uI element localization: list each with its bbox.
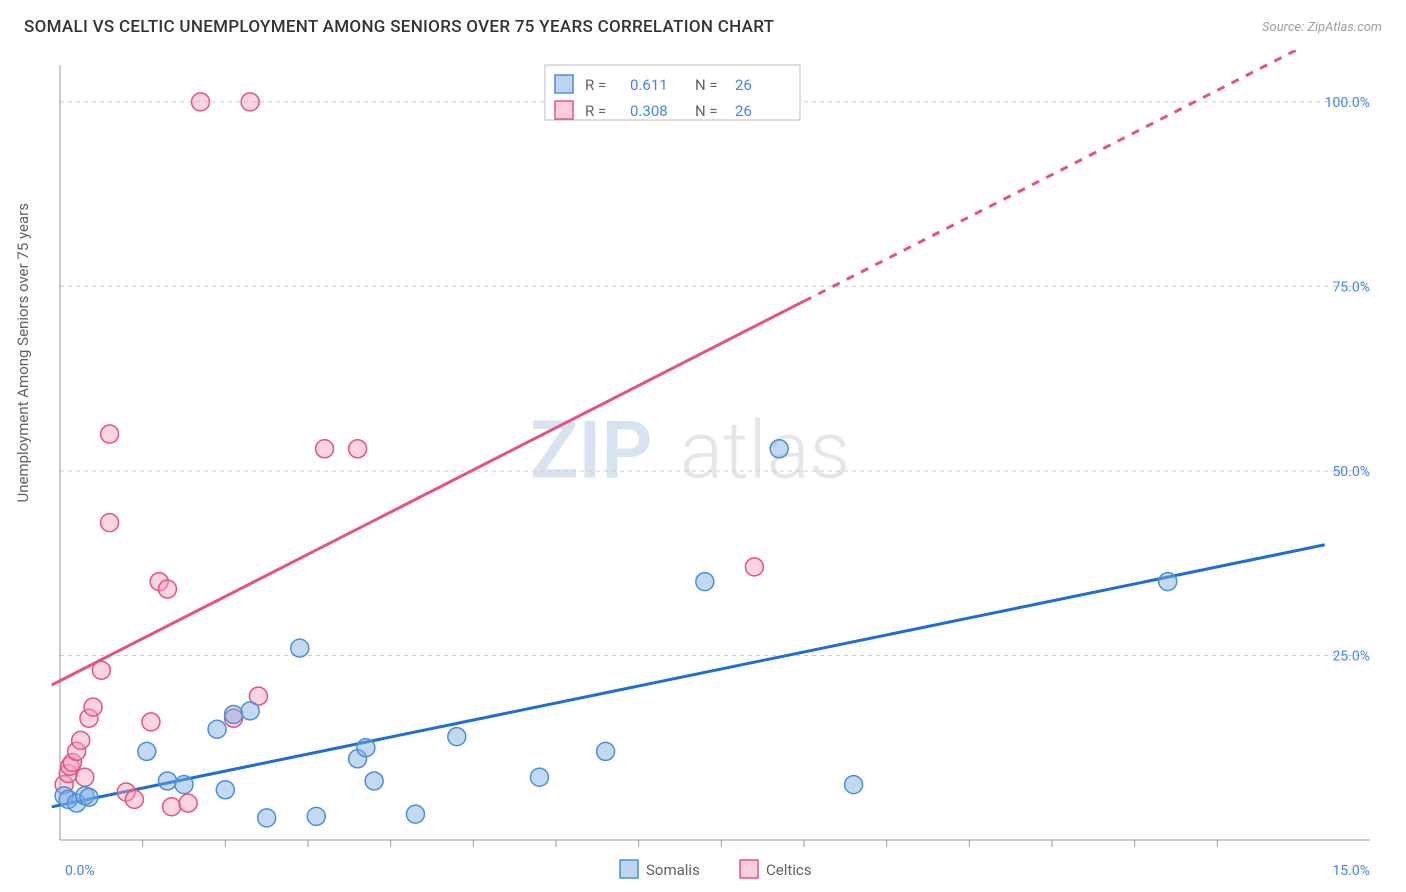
data-point — [179, 794, 197, 812]
data-point — [1159, 573, 1177, 591]
watermark-zip: ZIP — [530, 404, 653, 498]
chart-title: SOMALI VS CELTIC UNEMPLOYMENT AMONG SENI… — [24, 17, 774, 37]
data-point — [158, 580, 176, 598]
data-point — [349, 440, 367, 458]
bottom-legend-swatch — [740, 860, 758, 878]
data-point — [158, 772, 176, 790]
legend-n-value: 26 — [735, 102, 752, 120]
data-point — [357, 739, 375, 757]
data-point — [125, 790, 143, 808]
watermark-atlas: atlas — [680, 404, 850, 498]
data-point — [241, 702, 259, 720]
data-point — [101, 425, 119, 443]
data-point — [696, 573, 714, 591]
data-point — [225, 706, 243, 724]
data-point — [80, 788, 98, 806]
legend-swatch — [555, 101, 573, 119]
x-label-right: 15.0% — [1332, 863, 1370, 879]
y-axis-label: Unemployment Among Seniors over 75 years — [14, 203, 32, 502]
data-point — [406, 805, 424, 823]
data-point — [316, 440, 334, 458]
chart-header: SOMALI VS CELTIC UNEMPLOYMENT AMONG SENI… — [0, 0, 1406, 50]
data-point — [597, 742, 615, 760]
data-point — [258, 809, 276, 827]
data-point — [92, 661, 110, 679]
chart-source: Source: ZipAtlas.com — [1262, 20, 1382, 35]
legend-r-label: R = — [585, 76, 606, 94]
y-tick-label: 50.0% — [1332, 464, 1370, 480]
data-point — [175, 776, 193, 794]
legend-n-value: 26 — [735, 76, 752, 94]
legend-n-label: N = — [695, 102, 718, 120]
y-tick-label: 100.0% — [1325, 95, 1370, 111]
data-point — [101, 514, 119, 532]
data-point — [142, 713, 160, 731]
data-point — [163, 798, 181, 816]
bottom-legend-label: Celtics — [766, 861, 812, 879]
data-point — [138, 742, 156, 760]
y-tick-label: 75.0% — [1332, 279, 1370, 295]
data-point — [845, 776, 863, 794]
data-point — [365, 772, 383, 790]
stats-legend — [545, 65, 800, 120]
legend-n-label: N = — [695, 76, 718, 94]
data-point — [530, 768, 548, 786]
data-point — [72, 731, 90, 749]
legend-swatch — [555, 75, 573, 93]
chart-area: ZIP atlas 25.0% 50.0% 75.0% 100.0% 0.0% 15.0% Un… — [0, 50, 1406, 892]
data-point — [770, 440, 788, 458]
x-label-left: 0.0% — [65, 863, 95, 879]
data-point — [291, 639, 309, 657]
trend-somalis — [52, 545, 1325, 807]
data-point — [448, 728, 466, 746]
trend-celtics-dashed — [804, 50, 1325, 301]
data-point — [208, 720, 226, 738]
data-point — [192, 93, 210, 111]
scatter-chart-svg: ZIP atlas 25.0% 50.0% 75.0% 100.0% 0.0% 15.0% Un… — [0, 50, 1406, 892]
data-point — [307, 807, 325, 825]
y-tick-label: 25.0% — [1332, 648, 1370, 664]
data-point — [745, 558, 763, 576]
data-point — [84, 698, 102, 716]
data-point — [76, 768, 94, 786]
data-point — [241, 93, 259, 111]
bottom-legend-label: Somalis — [646, 861, 700, 879]
bottom-legend-swatch — [620, 860, 638, 878]
data-point — [216, 781, 234, 799]
legend-r-label: R = — [585, 102, 606, 120]
legend-r-value: 0.308 — [630, 102, 668, 120]
legend-r-value: 0.611 — [630, 76, 668, 94]
